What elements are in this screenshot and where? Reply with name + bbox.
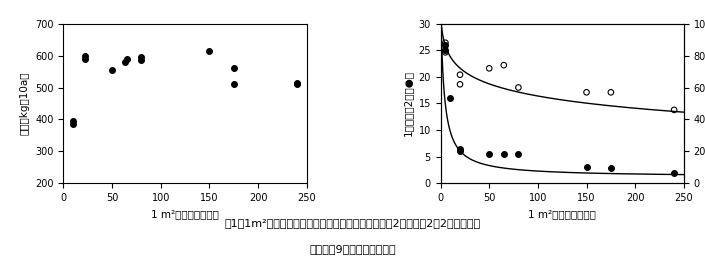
X-axis label: 1 m²当たり苗立ち数: 1 m²当たり苗立ち数 [528,209,596,219]
Point [135,58,147,62]
Point [79,53,90,58]
Point [440,50,451,54]
Point [455,149,466,154]
Point [204,49,215,53]
Point [291,81,302,85]
Point [581,165,592,170]
Point [455,147,466,151]
Text: （平成）9年、キヌヒカリ）: （平成）9年、キヌヒカリ） [309,244,396,254]
Point [79,57,90,61]
Point [445,96,456,100]
Point [121,57,133,61]
Point [68,119,79,123]
Point [228,82,240,86]
Point [668,108,680,112]
Y-axis label: 1株当り穤2数（●）: 1株当り穤2数（●） [403,70,413,137]
Point [484,152,495,156]
Point [455,73,466,77]
Point [581,90,592,94]
Point [135,55,147,59]
Point [484,66,495,70]
Point [605,166,616,171]
Point [605,90,616,94]
Point [668,171,680,175]
X-axis label: 1 m²当たり苗立ち数: 1 m²当たり苗立ち数 [151,209,219,219]
Point [440,41,451,45]
Point [291,82,302,86]
Point [440,43,451,47]
Point [513,85,524,90]
Y-axis label: 収量（kg／10a）: 収量（kg／10a） [20,72,30,135]
Point [498,63,510,67]
Point [119,60,130,64]
Point [68,122,79,126]
Point [440,48,451,52]
Point [498,152,510,156]
Text: 図1　1m²当たり苗立ち数と収量および１株当たり穤2数、１穤2籥2数との関係: 図1 1m²当たり苗立ち数と収量および１株当たり穤2数、１穤2籥2数との関係 [224,218,481,228]
Point [228,66,240,70]
Point [513,152,524,156]
Point [106,68,118,72]
Point [455,82,466,86]
